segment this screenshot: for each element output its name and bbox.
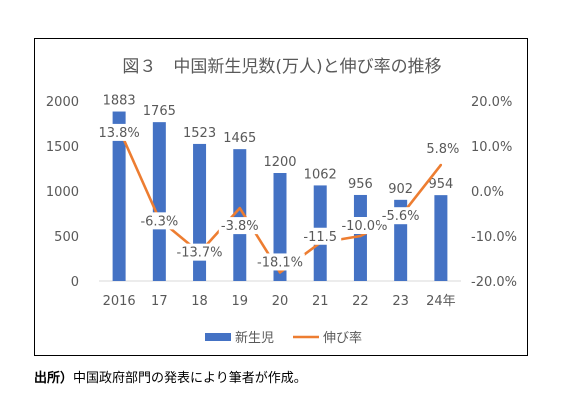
growth-rate-point — [359, 234, 362, 238]
legend-label-line: 伸び率 — [323, 330, 362, 346]
bar-value-label: 1465 — [223, 131, 256, 146]
rate-value-label: 5.8% — [426, 142, 459, 157]
chart-frame: 図３ 中国新生児数(万人)と伸び率の推移 0 500 1000 1500 2000 -20.… — [34, 38, 528, 356]
growth-rate-point — [278, 271, 282, 274]
rate-value-label: -6.3% — [140, 214, 178, 229]
bar-24年 — [434, 195, 448, 281]
bar-value-label: 1523 — [183, 126, 216, 141]
rate-value-label: -11.5 — [303, 230, 337, 245]
rate-label-bg — [138, 212, 181, 230]
x-tick-label: 21 — [312, 294, 329, 309]
y-left-tick-label: 500 — [54, 230, 79, 245]
y-right-tick-label: 10.0% — [471, 140, 512, 155]
growth-rate-point — [439, 163, 443, 167]
bar-17 — [152, 122, 166, 282]
source-text: 中国政府部門の発表により筆者が作成。 — [73, 371, 307, 386]
bar-22 — [353, 194, 367, 281]
rate-label-bg — [98, 123, 141, 141]
bar-value-label: 954 — [428, 177, 453, 192]
y-right-tick-label: -20.0% — [471, 275, 517, 290]
chart-title: 図３ 中国新生児数(万人)と伸び率の推移 — [122, 57, 441, 77]
x-tick-label: 18 — [191, 294, 208, 309]
source-prefix: 出所） — [34, 371, 74, 386]
y-left-tick-label: 0 — [71, 275, 79, 290]
rate-label-bg — [255, 253, 305, 271]
x-tick-label: 20 — [272, 294, 289, 309]
x-tick-label: 19 — [232, 294, 249, 309]
rate-label-bg — [299, 227, 342, 245]
rate-label-bg — [174, 243, 225, 261]
combo-chart: 図３ 中国新生児数(万人)と伸び率の推移 0 500 1000 1500 2000 -20.… — [46, 57, 517, 346]
source-note: 出所）中国政府部門の発表により筆者が作成。 — [34, 367, 307, 386]
rate-value-label: -18.1% — [257, 255, 303, 270]
x-tick-label: 24年 — [426, 294, 456, 309]
legend-swatch-bars — [205, 333, 231, 341]
rate-label-bg — [218, 217, 261, 235]
y-left-tick-label: 2000 — [46, 95, 79, 110]
y-right-tick-label: 20.0% — [471, 95, 512, 110]
growth-rate-point — [238, 206, 241, 210]
bar-value-label: 1062 — [304, 167, 337, 182]
rate-value-label: -13.7% — [177, 246, 223, 261]
rate-value-label: -5.6% — [382, 209, 420, 224]
y-left-tick-label: 1500 — [46, 140, 79, 155]
rate-value-label: -3.8% — [221, 219, 259, 234]
rate-value-label: -10.0% — [341, 219, 387, 234]
y-left-tick-label: 1000 — [46, 185, 79, 200]
x-tick-label: 22 — [352, 294, 369, 309]
bar-value-label: 1883 — [103, 94, 136, 109]
x-tick-label: 17 — [151, 294, 168, 309]
bar-value-label: 1765 — [143, 104, 176, 119]
x-tick-label: 23 — [392, 294, 409, 309]
bar-value-label: 956 — [348, 177, 373, 192]
rate-value-label: 13.8% — [98, 126, 139, 141]
bar-value-label: 1200 — [263, 155, 296, 170]
bar-value-label: 902 — [388, 182, 413, 197]
rate-label-bg — [339, 217, 390, 234]
y-right-tick-label: -10.0% — [471, 230, 517, 245]
bar-19 — [233, 149, 247, 281]
y-right-tick-label: 0.0% — [471, 185, 504, 200]
rate-label-bg — [379, 207, 422, 225]
bar-2016 — [112, 111, 126, 281]
rate-label-bg — [425, 139, 461, 157]
x-tick-label: 2016 — [103, 294, 136, 309]
legend-label-bars: 新生児 — [235, 330, 274, 346]
